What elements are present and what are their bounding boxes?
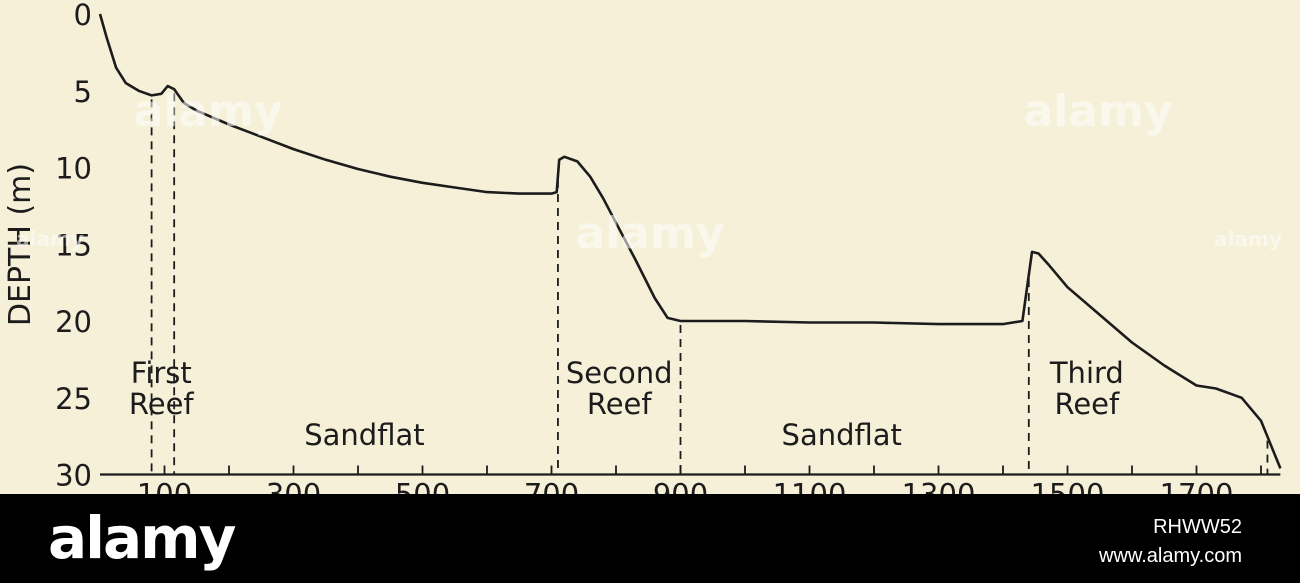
y-tick-label: 0 — [74, 0, 92, 32]
first-reef-label: First — [131, 356, 192, 390]
profile-line-group — [98, 13, 1282, 469]
stock-footer-bar: alamy RHWW52 www.alamy.com — [0, 494, 1300, 583]
second-reef-label: Second — [566, 356, 673, 390]
watermark-text: alamy — [134, 86, 283, 137]
y-tick-label: 5 — [74, 75, 92, 109]
sandflat-label-1: Sandflat — [304, 418, 424, 452]
third-reef-label: Reef — [1054, 387, 1120, 421]
watermark-text: alamy — [1214, 227, 1282, 251]
y-tick-label: 20 — [55, 305, 92, 339]
watermark-text: alamy — [576, 208, 725, 259]
x-tick-label: 1100 — [773, 478, 847, 495]
site-url-text: www.alamy.com — [1099, 545, 1242, 567]
depth-profile-chart: 100 300 500 700 900 1100 1300 1500 1700 0 5 10 15 20 2… — [3, 0, 1282, 495]
x-tick-label: 900 — [653, 478, 708, 495]
second-reef-label: Reef — [587, 387, 653, 421]
x-tick-label: 100 — [137, 478, 192, 495]
first-reef-label: Reef — [129, 387, 195, 421]
y-tick-label: 10 — [55, 152, 92, 186]
depth-profile-line — [98, 13, 1282, 469]
x-tick-label: 500 — [395, 478, 450, 495]
chart-area: 100 300 500 700 900 1100 1300 1500 1700 0 5 10 15 20 2… — [3, 0, 1282, 495]
x-tick-label: 700 — [524, 478, 579, 495]
watermark-group: alamy alamy alamy alamy alamy — [16, 86, 1282, 259]
x-tick-label: 300 — [266, 478, 321, 495]
y-tick-label: 15 — [55, 228, 92, 262]
y-tick-label: 30 — [55, 459, 92, 493]
watermark-text: alamy — [16, 227, 84, 251]
watermark-text: alamy — [1024, 86, 1173, 137]
sandflat-label-2: Sandflat — [782, 418, 902, 452]
third-reef-label: Third — [1049, 356, 1124, 390]
reef-boundary-lines — [150, 93, 1269, 475]
x-tick-label: 1700 — [1160, 478, 1234, 495]
axes-group: 100 300 500 700 900 1100 1300 1500 1700 0 5 10 15 20 2… — [3, 0, 1281, 495]
y-tick-label: 25 — [55, 382, 92, 416]
x-tick-label: 1500 — [1031, 478, 1105, 495]
y-axis-label: DEPTH (m) — [3, 163, 38, 326]
image-id-text: RHWW52 — [1153, 516, 1242, 538]
footer-info: RHWW52 www.alamy.com — [1099, 513, 1242, 571]
alamy-logo: alamy — [48, 504, 236, 572]
x-tick-label: 1300 — [902, 478, 976, 495]
